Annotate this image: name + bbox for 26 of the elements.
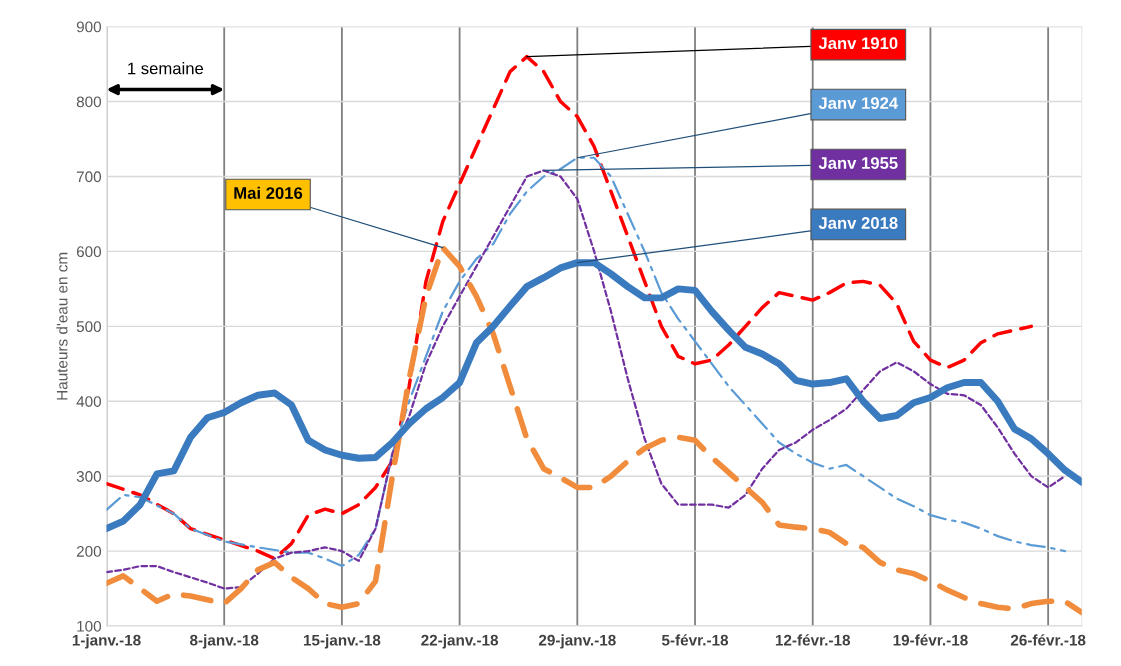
- y-tick-label: 200: [76, 545, 102, 557]
- y-tick-label: 100: [77, 620, 102, 632]
- y-tick-label: 300: [76, 471, 102, 482]
- y-tick-label: 700: [76, 171, 102, 183]
- x-tick-label: 22-janv.-18: [421, 634, 499, 649]
- x-tick-label: 1-janv.-18: [72, 634, 141, 649]
- x-tick-label: 26-févr.-18: [1010, 634, 1086, 646]
- y-tick-label: 800: [76, 96, 102, 108]
- text: Mai 2016: [234, 186, 303, 199]
- x-tick-label: 15-janv.-18: [303, 634, 381, 649]
- y-axis-title: Hauteurs d'eau en cm: [56, 252, 68, 400]
- annotation: 1 semaine: [128, 62, 204, 75]
- x-tick-label: 12-févr.-18: [775, 634, 851, 646]
- x-tick-label: 8-janv.-18: [190, 634, 259, 649]
- y-tick-label: 500: [76, 321, 102, 333]
- y-tick-label: 400: [76, 396, 102, 407]
- y-tick-label: 900: [76, 21, 102, 33]
- line-series: [106, 54, 1034, 561]
- y-tick-label: 600: [76, 246, 102, 258]
- text: Janv 1955: [818, 157, 898, 169]
- x-tick-label: 5-févr.-18: [661, 634, 729, 646]
- text: Janv 2018: [818, 217, 898, 229]
- x-tick-label: 19-févr.-18: [893, 634, 968, 646]
- text: Janv 1924: [818, 97, 899, 110]
- text: Janv 1910: [818, 37, 898, 50]
- x-tick-label: 29-janv.-18: [538, 634, 616, 649]
